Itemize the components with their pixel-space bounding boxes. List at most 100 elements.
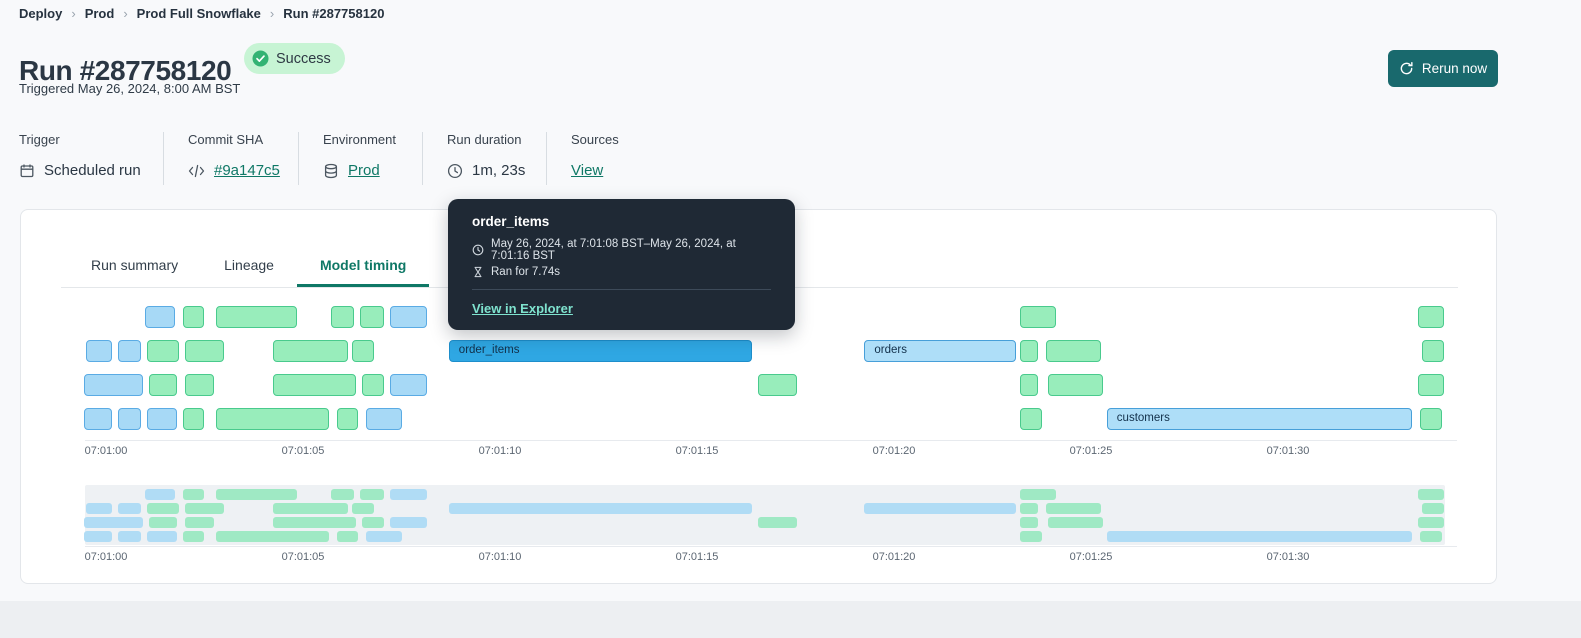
gantt-bar[interactable] — [1422, 340, 1444, 362]
gantt-bar[interactable] — [1020, 531, 1042, 542]
gantt-bar[interactable] — [389, 374, 428, 396]
gantt-bar[interactable] — [184, 340, 225, 362]
gantt-bar[interactable] — [182, 408, 205, 430]
gantt-bar[interactable] — [117, 340, 142, 362]
customers-bar[interactable] — [1106, 531, 1413, 542]
gantt-bar[interactable] — [149, 374, 177, 396]
gantt-bar[interactable] — [1020, 374, 1038, 396]
gantt-bar[interactable] — [389, 489, 428, 500]
gantt-bar[interactable] — [389, 517, 428, 528]
gantt-bar[interactable] — [147, 503, 179, 514]
refresh-icon — [1399, 61, 1414, 76]
gantt-bar[interactable] — [1418, 374, 1444, 396]
gantt-bar[interactable] — [366, 408, 402, 430]
environment-link[interactable]: Prod — [348, 162, 380, 179]
gantt-bar[interactable] — [1422, 503, 1444, 514]
gantt-bar[interactable] — [147, 408, 177, 430]
gantt-bar[interactable] — [182, 531, 205, 542]
breadcrumb-separator: › — [71, 6, 76, 21]
breadcrumb-job[interactable]: Prod Full Snowflake — [136, 6, 261, 21]
gantt-bar[interactable] — [84, 517, 144, 528]
gantt-bar[interactable] — [149, 517, 177, 528]
view-in-explorer-link[interactable]: View in Explorer — [472, 301, 573, 316]
gantt-bar[interactable] — [362, 374, 384, 396]
customers-bar[interactable]: customers — [1106, 408, 1413, 430]
gantt-bar[interactable] — [352, 340, 374, 362]
gantt-bar[interactable] — [1020, 517, 1038, 528]
gantt-bar[interactable] — [273, 517, 357, 528]
gantt-bar[interactable] — [117, 531, 142, 542]
gantt-bar[interactable] — [330, 489, 355, 500]
gantt-bar[interactable] — [1020, 408, 1042, 430]
rerun-now-button[interactable]: Rerun now — [1388, 50, 1498, 87]
gantt-bar[interactable] — [360, 489, 384, 500]
order_items-bar[interactable]: order_items — [448, 340, 753, 362]
gantt-bar[interactable] — [216, 408, 329, 430]
order_items-bar[interactable] — [448, 503, 753, 514]
gantt-bar[interactable] — [273, 503, 349, 514]
gantt-bar[interactable] — [336, 408, 359, 430]
gantt-bar[interactable] — [1418, 489, 1444, 500]
orders-bar[interactable]: orders — [864, 340, 1017, 362]
gantt-bar[interactable] — [758, 517, 798, 528]
gantt-bar[interactable] — [366, 531, 402, 542]
gantt-bar[interactable] — [389, 306, 428, 328]
gantt-bar[interactable] — [147, 340, 179, 362]
gantt-bar[interactable] — [1045, 340, 1101, 362]
gantt-bar[interactable] — [1045, 503, 1101, 514]
tooltip-model-name: order_items — [472, 214, 550, 229]
axis-tick-label: 07:01:20 — [872, 551, 916, 563]
gantt-bar[interactable] — [86, 340, 112, 362]
gantt-bar[interactable] — [1020, 489, 1056, 500]
gantt-bar[interactable] — [145, 306, 175, 328]
gantt-bar[interactable] — [184, 517, 215, 528]
gantt-bar[interactable] — [1020, 340, 1038, 362]
gantt-bar[interactable] — [84, 531, 112, 542]
divider — [546, 132, 547, 185]
gantt-bar[interactable] — [352, 503, 374, 514]
gantt-bar[interactable] — [1020, 503, 1038, 514]
gantt-bar[interactable] — [1420, 408, 1442, 430]
gantt-bar[interactable] — [216, 531, 329, 542]
tab-run-summary[interactable]: Run summary — [91, 257, 179, 273]
orders-bar[interactable] — [864, 503, 1017, 514]
breadcrumb-run[interactable]: Run #287758120 — [283, 6, 385, 21]
status-badge-label: Success — [276, 50, 331, 67]
gantt-bar[interactable] — [330, 306, 355, 328]
gantt-bar[interactable] — [758, 374, 798, 396]
axis-tick-label: 07:01:30 — [1266, 445, 1310, 457]
gantt-bar[interactable] — [273, 340, 349, 362]
breadcrumb-prod[interactable]: Prod — [84, 6, 115, 21]
gantt-bar[interactable] — [1418, 517, 1444, 528]
tab-model-timing[interactable]: Model timing — [296, 246, 430, 287]
detail-duration: Run duration 1m, 23s — [447, 132, 525, 179]
timeline-overview[interactable]: 07:01:00 07:01:05 07:01:10 07:01:15 07:01:20… — [84, 485, 1457, 565]
gantt-bar[interactable] — [273, 374, 357, 396]
gantt-bar[interactable] — [216, 489, 298, 500]
gantt-bar[interactable] — [184, 503, 225, 514]
gantt-bar[interactable] — [1020, 306, 1056, 328]
gantt-bar[interactable] — [117, 503, 142, 514]
model-tooltip: order_items May 26, 2024, at 7:01:08 BST… — [448, 199, 795, 330]
gantt-bar[interactable] — [84, 408, 112, 430]
gantt-bar[interactable] — [360, 306, 384, 328]
commit-sha-link[interactable]: #9a147c5 — [214, 162, 280, 179]
gantt-bar[interactable] — [336, 531, 359, 542]
gantt-bar[interactable] — [362, 517, 384, 528]
sources-view-link[interactable]: View — [571, 162, 604, 179]
gantt-bar[interactable] — [1047, 517, 1103, 528]
gantt-bar[interactable] — [216, 306, 298, 328]
gantt-bar[interactable] — [182, 306, 205, 328]
gantt-bar[interactable] — [182, 489, 205, 500]
tab-lineage[interactable]: Lineage — [224, 257, 274, 273]
gantt-bar[interactable] — [1420, 531, 1442, 542]
breadcrumb-deploy[interactable]: Deploy — [19, 6, 63, 21]
gantt-bar[interactable] — [86, 503, 112, 514]
gantt-bar[interactable] — [145, 489, 175, 500]
gantt-bar[interactable] — [84, 374, 144, 396]
gantt-bar[interactable] — [1418, 306, 1444, 328]
gantt-bar[interactable] — [184, 374, 215, 396]
gantt-bar[interactable] — [117, 408, 142, 430]
gantt-bar[interactable] — [147, 531, 177, 542]
gantt-bar[interactable] — [1047, 374, 1103, 396]
